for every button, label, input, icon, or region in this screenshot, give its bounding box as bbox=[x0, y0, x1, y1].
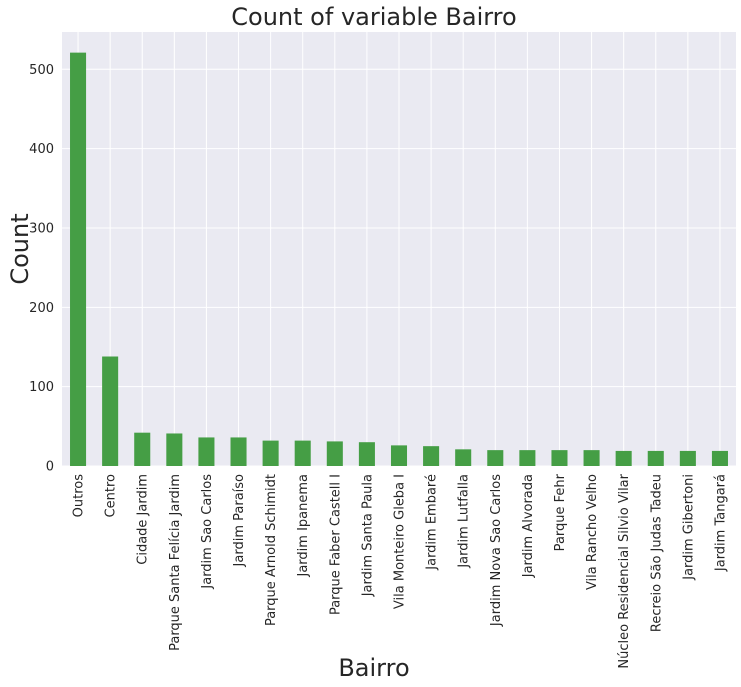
bar bbox=[487, 450, 504, 466]
bars bbox=[70, 52, 728, 467]
x-tick-label: Jardim Lutfalla bbox=[457, 474, 472, 569]
bar bbox=[358, 442, 375, 466]
x-tick-label: Jardim Sao Carlos bbox=[200, 474, 215, 590]
y-tick-label: 400 bbox=[29, 142, 54, 157]
x-tick-label: Recreio São Judas Tadeu bbox=[649, 474, 664, 632]
x-tick-label: Outros bbox=[72, 474, 87, 518]
x-tick-label: Centro bbox=[104, 474, 119, 517]
bar bbox=[551, 450, 568, 466]
bar bbox=[166, 433, 183, 466]
x-tick-label: Vila Monteiro Gleba I bbox=[393, 474, 408, 609]
x-tick-label: Jardim Embaré bbox=[425, 474, 440, 571]
chart-title: Count of variable Bairro bbox=[231, 3, 516, 31]
bar bbox=[423, 446, 440, 466]
bar bbox=[390, 445, 408, 466]
x-tick-label: Jardim Nova Sao Carlos bbox=[489, 474, 504, 627]
x-tick-label: Jardim Paraíso bbox=[232, 474, 247, 567]
bar bbox=[134, 432, 151, 466]
x-tick-label: Parque Arnold Schimidt bbox=[264, 474, 279, 626]
bar bbox=[519, 450, 536, 466]
bar bbox=[262, 440, 279, 466]
bar bbox=[230, 437, 247, 466]
bar bbox=[647, 450, 664, 466]
y-tick-label: 500 bbox=[29, 63, 54, 78]
x-tick-label: Jardim Gibertoni bbox=[681, 474, 696, 581]
grid-lines bbox=[62, 32, 736, 467]
bar bbox=[102, 356, 119, 466]
y-tick-label: 0 bbox=[46, 460, 54, 475]
bar bbox=[455, 449, 472, 466]
y-tick-label: 200 bbox=[29, 301, 54, 316]
y-axis-ticks: 0 100 200 300 400 500 bbox=[29, 63, 54, 475]
x-axis-ticks: Outros Centro Cidade Jardim Parque Santa Fe… bbox=[72, 473, 729, 668]
bar bbox=[326, 441, 343, 466]
y-tick-label: 300 bbox=[29, 221, 54, 236]
x-tick-label: Parque Santa Felícia Jardim bbox=[168, 474, 183, 651]
bar bbox=[294, 440, 311, 466]
y-tick-label: 100 bbox=[29, 380, 54, 395]
x-tick-label: Jardim Santa Paula bbox=[360, 474, 375, 597]
x-tick-label: Parque Fehr bbox=[553, 473, 568, 551]
bar bbox=[615, 450, 632, 466]
bar bbox=[583, 450, 600, 466]
y-axis-label: Count bbox=[6, 213, 34, 284]
x-tick-label: Vila Rancho Velho bbox=[585, 474, 600, 590]
bar bbox=[198, 437, 215, 466]
x-tick-label: Jardim Alvorada bbox=[521, 474, 536, 578]
x-tick-label: Cidade Jardim bbox=[136, 474, 151, 565]
x-tick-label: Núcleo Residencial Silvio Vilar bbox=[617, 473, 632, 668]
x-tick-label: Jardim Tangará bbox=[713, 474, 728, 572]
bar bbox=[711, 450, 728, 466]
bar bbox=[679, 450, 696, 466]
x-tick-label: Jardim Ipanema bbox=[296, 474, 311, 578]
bar bbox=[70, 52, 87, 467]
x-tick-label: Parque Faber Castell I bbox=[328, 474, 343, 615]
x-axis-label: Bairro bbox=[338, 654, 409, 682]
